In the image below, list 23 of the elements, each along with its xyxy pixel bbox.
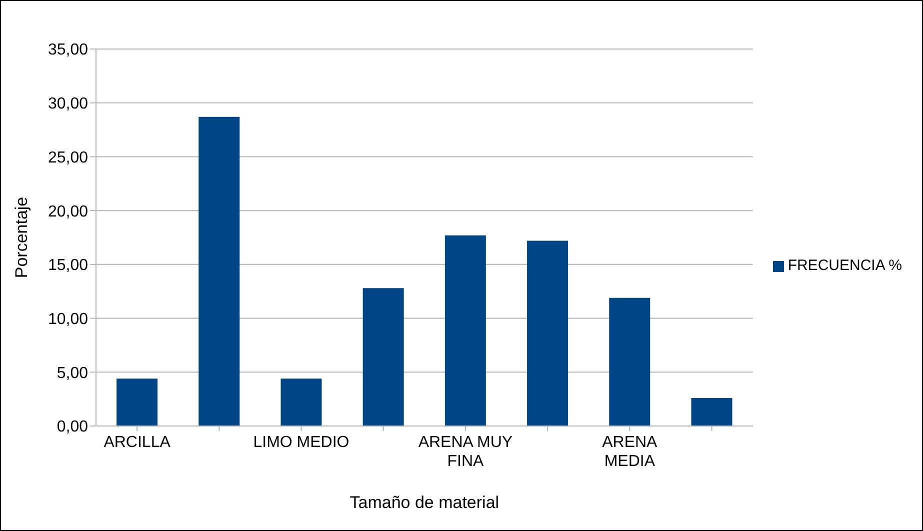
x-axis-title: Tamaño de material	[350, 493, 500, 512]
bar	[609, 298, 650, 426]
bar	[527, 240, 568, 426]
bar	[116, 378, 158, 426]
bar	[280, 378, 322, 426]
legend-label: FRECUENCIA %	[788, 257, 902, 274]
y-axis-title: Porcentaje	[12, 196, 32, 278]
y-tick-label: 15,00	[48, 257, 88, 274]
x-tick-label: ARENA MUY FINA	[418, 434, 513, 470]
y-tick-label: 20,00	[48, 203, 88, 220]
bar	[444, 235, 486, 426]
bar	[198, 116, 240, 426]
y-tick-label: 35,00	[48, 42, 88, 59]
x-tick-label: ARENA MEDIA	[602, 434, 658, 470]
y-tick-label: 0,00	[56, 418, 88, 436]
y-tick-label: 25,00	[48, 149, 88, 166]
bar	[362, 288, 404, 426]
y-tick-label: 10,00	[48, 310, 88, 328]
bar	[691, 398, 732, 426]
y-tick-label: 30,00	[48, 96, 88, 113]
x-tick-label: ARCILLA	[104, 434, 171, 451]
y-tick-label: 5,00	[56, 364, 88, 382]
x-tick-label: LIMO MEDIO	[253, 434, 350, 451]
